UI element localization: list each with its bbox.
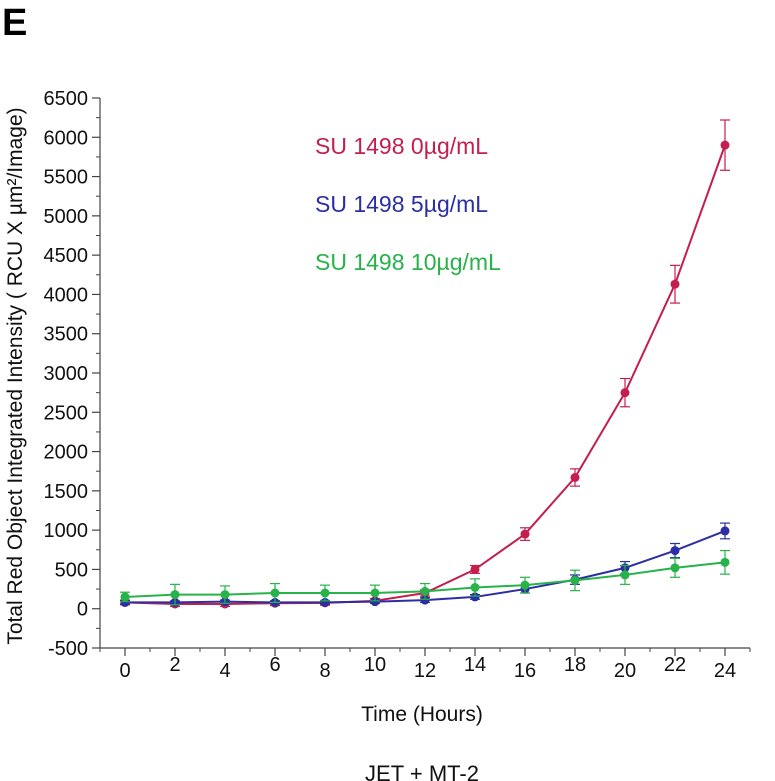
data-point — [320, 588, 330, 598]
data-point — [470, 583, 480, 592]
x-tick-label: 10 — [364, 654, 386, 676]
y-tick-label: 6000 — [44, 127, 89, 149]
x-tick-label: 4 — [219, 660, 230, 682]
y-tick-label: 4000 — [44, 284, 89, 306]
x-tick-label: 14 — [464, 654, 486, 676]
data-point — [470, 564, 480, 574]
y-tick-label: 1000 — [44, 520, 89, 542]
panel-label: E — [2, 2, 27, 44]
data-point — [470, 592, 480, 602]
series-2 — [120, 549, 730, 606]
data-point — [570, 575, 580, 585]
x-tick-label: 16 — [514, 660, 536, 682]
data-point — [370, 588, 380, 598]
x-tick-label: 0 — [119, 660, 130, 682]
data-point — [670, 563, 680, 573]
x-tick-label: 12 — [414, 660, 436, 682]
x-tick-label: 18 — [564, 654, 586, 676]
x-tick-label: 20 — [614, 660, 636, 682]
data-point — [120, 592, 130, 602]
data-point — [570, 473, 580, 482]
data-point — [520, 580, 530, 590]
data-point — [320, 597, 330, 607]
data-point — [170, 590, 180, 600]
x-tick-label: 2 — [169, 654, 180, 676]
chart-legend: SU 1498 0µg/mL SU 1498 5µg/mL SU 1498 10µg… — [315, 133, 501, 275]
x-axis-label: Time (Hours) — [361, 703, 483, 726]
x-tick-label: 8 — [319, 660, 330, 682]
data-point — [720, 526, 730, 536]
y-tick-label: 4500 — [44, 245, 89, 267]
data-point — [720, 557, 730, 567]
y-tick-label: 3500 — [44, 324, 89, 346]
y-tick-label: 6500 — [44, 88, 89, 110]
y-tick-label: -500 — [48, 638, 88, 660]
y-tick-label: 2500 — [44, 402, 89, 424]
y-tick-label: 5000 — [44, 206, 89, 228]
legend-entry: SU 1498 0µg/mL — [315, 133, 488, 159]
y-tick-label: 2000 — [44, 442, 89, 464]
data-point — [670, 546, 680, 556]
y-axis-label: Total Red Object Integrated Intensity ( … — [4, 107, 27, 644]
x-tick-label: 6 — [269, 654, 280, 676]
y-tick-label: 3000 — [44, 363, 89, 385]
data-point — [420, 586, 430, 596]
legend-entry: SU 1498 10µg/mL — [315, 249, 501, 275]
data-point — [620, 570, 630, 580]
data-point — [720, 140, 730, 150]
x-tick-label: 22 — [664, 654, 686, 676]
data-point — [520, 529, 530, 539]
series-layer — [120, 119, 730, 609]
data-point — [270, 588, 280, 598]
y-tick-label: 0 — [77, 599, 88, 621]
y-tick-label: 500 — [55, 559, 88, 581]
legend-entry: SU 1498 5µg/mL — [315, 191, 488, 217]
x-tick-label: 24 — [714, 660, 736, 682]
y-tick-label: 5500 — [44, 167, 89, 189]
chart-axes: -500050010001500200025003000350040004500… — [44, 88, 751, 682]
y-tick-label: 1500 — [44, 481, 89, 503]
data-point — [420, 595, 430, 605]
data-point — [670, 279, 680, 289]
data-point — [620, 388, 630, 398]
data-point — [220, 590, 230, 600]
figure-caption: JET + MT-2 — [365, 761, 479, 781]
data-point — [370, 597, 380, 607]
